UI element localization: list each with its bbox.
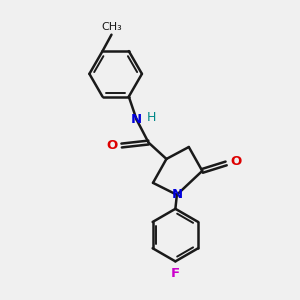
Text: F: F: [171, 267, 180, 280]
Text: O: O: [106, 139, 117, 152]
Text: N: N: [131, 113, 142, 126]
Text: O: O: [231, 155, 242, 168]
Text: N: N: [171, 188, 182, 201]
Text: H: H: [147, 111, 156, 124]
Text: CH₃: CH₃: [102, 22, 122, 32]
